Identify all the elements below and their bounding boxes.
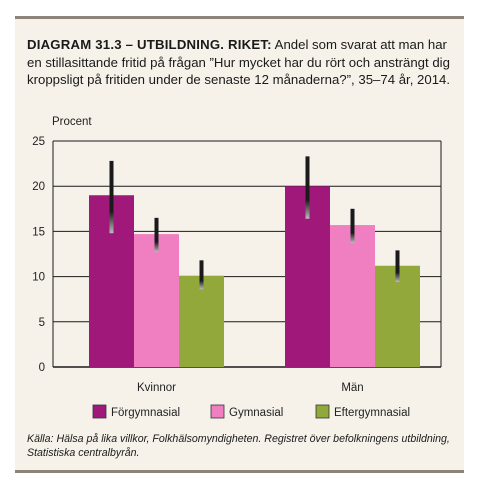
y-tick-label: 20 — [32, 181, 45, 193]
error-bar — [199, 260, 204, 290]
y-tick-label: 25 — [32, 136, 45, 148]
bar — [375, 265, 420, 367]
legend-label: Förgymnasial — [111, 407, 180, 419]
y-tick-label: 15 — [32, 226, 45, 238]
legend-label: Gymnasial — [229, 407, 283, 419]
chart-title-text: Andel som svarat att man har en stillasi… — [27, 37, 451, 87]
x-category-label: Män — [341, 382, 363, 394]
y-tick-label: 0 — [39, 362, 45, 374]
bar — [179, 275, 224, 367]
bar — [134, 234, 179, 367]
legend-swatch — [315, 404, 330, 419]
legend-label: Eftergymnasial — [334, 407, 410, 419]
legend-swatch — [210, 404, 225, 419]
bar — [330, 225, 375, 367]
y-axis-label: Procent — [52, 116, 92, 128]
y-tick-label: 5 — [39, 317, 45, 329]
error-bar — [395, 250, 400, 283]
chart-title: DIAGRAM 31.3 – UTBILDNING. RIKET: Andel … — [27, 36, 457, 89]
error-bar — [109, 160, 114, 234]
top-rule — [15, 16, 464, 19]
source-note: Källa: Hälsa på lika villkor, Folkhälsom… — [27, 433, 450, 459]
y-tick-label: 10 — [32, 272, 45, 284]
error-bar — [305, 156, 310, 219]
legend-swatch — [92, 404, 107, 419]
error-bar — [350, 208, 355, 244]
bottom-rule — [15, 470, 464, 473]
chart-title-lead: DIAGRAM 31.3 – UTBILDNING. RIKET: — [27, 37, 272, 52]
x-category-label: Kvinnor — [137, 382, 176, 394]
error-bar — [154, 217, 159, 253]
